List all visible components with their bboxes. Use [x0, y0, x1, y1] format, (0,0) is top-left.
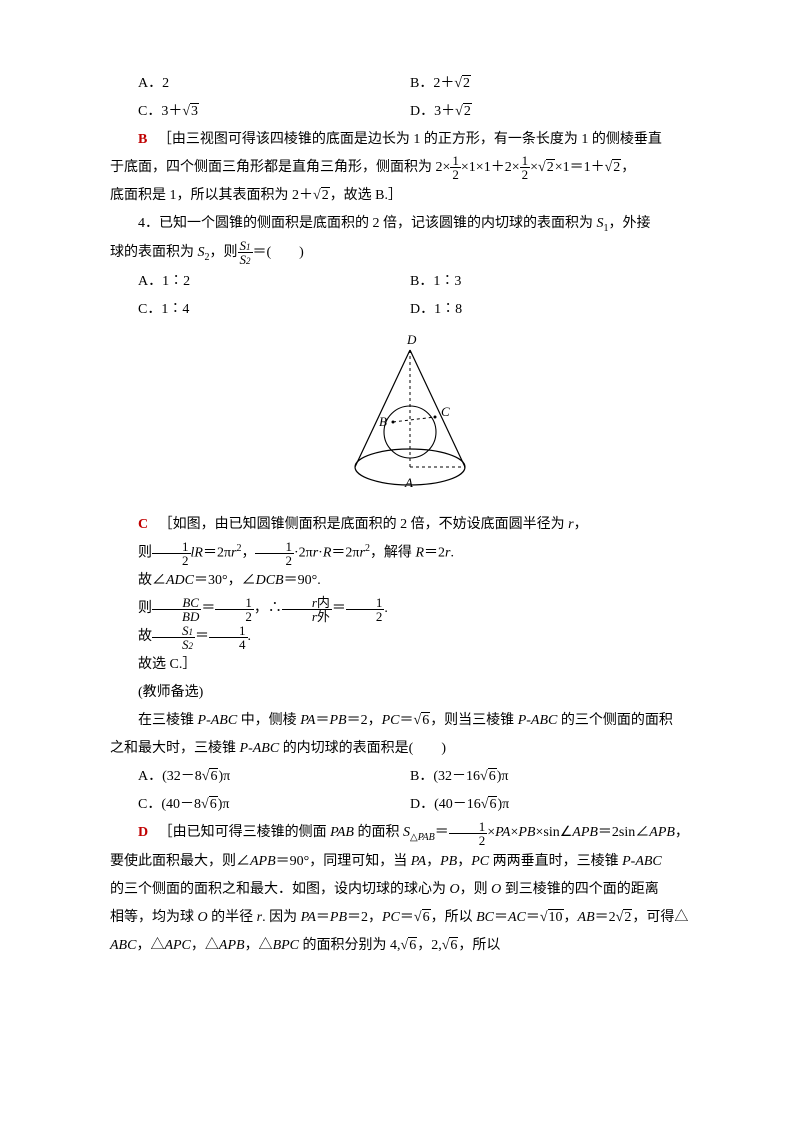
q5-stem-line2: 之和最大时，三棱锥 P-ABC 的内切球的表面积是( ): [110, 735, 710, 763]
q4-stem-line1: 4．已知一个圆锥的侧面积是底面积的 2 倍，记该圆锥的内切球的表面积为 S1，外…: [110, 210, 710, 239]
q4-opt-b: B．1∶3: [410, 268, 710, 296]
q5-opt-a: A．(32－86)π: [110, 763, 410, 791]
q4-figure: D A B C: [110, 332, 710, 503]
q5-explain-3: 的三个侧面的面积之和最大．如图，设内切球的球心为 O，则 O 到三棱锥的四个面的…: [110, 876, 710, 904]
q5-answer-letter: D: [138, 825, 148, 840]
q3-opt-d: D．3＋2: [410, 98, 710, 126]
svg-text:C: C: [441, 404, 450, 419]
q4-options-row2: C．1∶4 D．1∶8: [110, 296, 710, 324]
svg-text:D: D: [406, 332, 417, 347]
q4-opt-a: A．1∶2: [110, 268, 410, 296]
q5-explain-4: 相等，均为球 O 的半径 r. 因为 PA＝PB＝2，PC＝6，所以 BC＝AC…: [110, 904, 710, 932]
svg-text:A: A: [404, 475, 413, 490]
q5-options-row2: C．(40－86)π D．(40－166)π: [110, 791, 710, 819]
q4-teacher: (教师备选): [110, 679, 710, 707]
q4-opt-c: C．1∶4: [110, 296, 410, 324]
q3-opt-c: C．3＋3: [110, 98, 410, 126]
q4-line-angle: 故∠ADC＝30°，∠DCB＝90°.: [110, 567, 710, 595]
q5-stem-line1: 在三棱锥 P-ABC 中，侧棱 PA＝PB＝2，PC＝6，则当三棱锥 P-ABC…: [110, 707, 710, 735]
cone-icon: D A B C: [335, 332, 485, 492]
q3-opt-a: A．2: [110, 70, 410, 98]
q4-line-lR: 则12lR＝2πr2，12·2πr·R＝2πr2，解得 R＝2r.: [110, 539, 710, 568]
q4-options-row1: A．1∶2 B．1∶3: [110, 268, 710, 296]
q5-explain-2: 要使此面积最大，则∠APB＝90°，同理可知，当 PA，PB，PC 两两垂直时，…: [110, 848, 710, 876]
q5-opt-d: D．(40－166)π: [410, 791, 710, 819]
q3-options-row2: C．3＋3 D．3＋2: [110, 98, 710, 126]
q3-opt-b: B．2＋2: [410, 70, 710, 98]
q3-explanation-part1: ［由三视图可得该四棱锥的底面是边长为 1 的正方形，有一条长度为 1 的侧棱垂直: [151, 132, 662, 147]
q3-explanation-part3: 底面积是 1，所以其表面积为 2＋2，故选 B.］: [110, 182, 710, 210]
q4-line-BC: 则BCBD＝12，∴r内r外＝12.: [110, 595, 710, 623]
q4-answer-letter: C: [138, 517, 148, 532]
q3-explanation-part2: 于底面，四个侧面三角形都是直角三角形，侧面积为 2×12×1×1＋2×12×2×…: [110, 154, 710, 182]
q5-explain-5: ABC，△APC，△APB，△BPC 的面积分别为 4,6，2,6，所以: [110, 932, 710, 960]
q5-answer-block: D ［由已知可得三棱锥的侧面 PAB 的面积 S△PAB＝12×PA×PB×si…: [110, 819, 710, 848]
q4-explain-lead: ［如图，由已知圆锥侧面积是底面积的 2 倍，不妨设底面圆半径为 r，: [152, 517, 588, 532]
svg-text:B: B: [379, 414, 387, 429]
q3-answer-letter: B: [138, 132, 147, 147]
q5-options-row1: A．(32－86)π B．(32－166)π: [110, 763, 710, 791]
q3-options-row1: A．2 B．2＋2: [110, 70, 710, 98]
math-document-page: A．2 B．2＋2 C．3＋3 D．3＋2 B ［由三视图可得该四棱锥的底面是边…: [0, 0, 800, 1000]
q5-explain-1: ［由已知可得三棱锥的侧面 PAB 的面积 S△PAB＝12×PA×PB×sin∠…: [152, 825, 689, 840]
q4-line-end: 故选 C.］: [110, 651, 710, 679]
q4-opt-d: D．1∶8: [410, 296, 710, 324]
q4-answer-block: C ［如图，由已知圆锥侧面积是底面积的 2 倍，不妨设底面圆半径为 r，: [110, 511, 710, 539]
q4-line-S: 故S1S2＝14.: [110, 623, 710, 651]
q5-opt-c: C．(40－86)π: [110, 791, 410, 819]
q4-stem-line2: 球的表面积为 S2，则S1S2＝( ): [110, 239, 710, 268]
q5-opt-b: B．(32－166)π: [410, 763, 710, 791]
q3-answer-block: B ［由三视图可得该四棱锥的底面是边长为 1 的正方形，有一条长度为 1 的侧棱…: [110, 126, 710, 154]
